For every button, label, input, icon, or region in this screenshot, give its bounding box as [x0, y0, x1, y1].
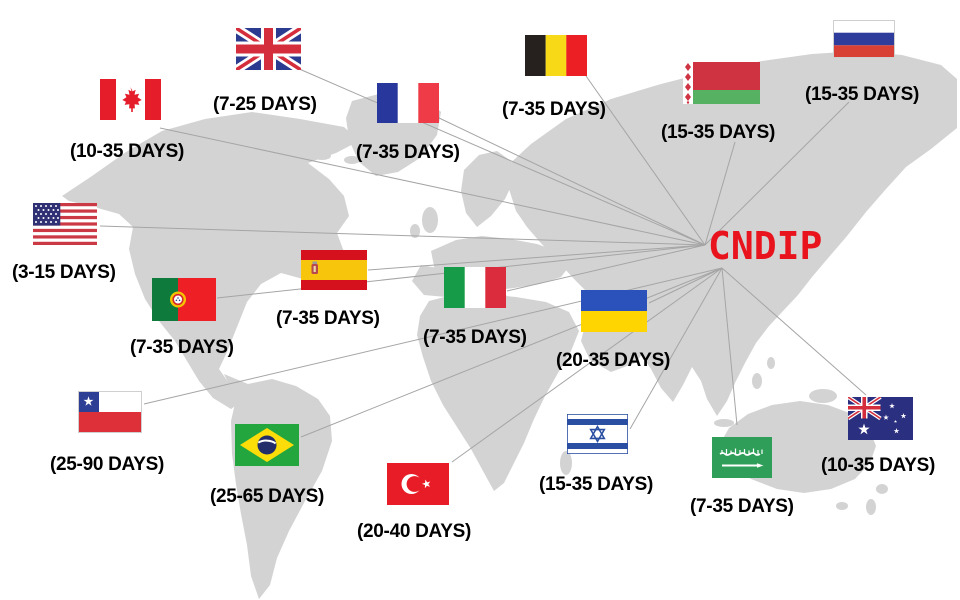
france-flag [377, 83, 439, 123]
turkey-flag [387, 463, 449, 505]
connector-line-usa [99, 225, 706, 246]
portugal-days-label: (7-35 DAYS) [130, 337, 234, 358]
usa-flag [33, 203, 97, 245]
connector-line-ukraine [648, 267, 723, 304]
connector-line-brazil [300, 267, 723, 438]
connector-line-italy [506, 244, 706, 292]
brazil-flag [235, 424, 299, 466]
belarus-flag [683, 62, 760, 104]
chile-days-label: (25-90 DAYS) [50, 454, 164, 475]
continents [62, 51, 957, 599]
belgium-flag [525, 35, 587, 76]
australia-flag [848, 397, 913, 440]
connector-line-australia [721, 267, 867, 396]
saudi-arabia-flag [712, 437, 772, 478]
belgium-days-label: (7-35 DAYS) [502, 99, 606, 120]
connector-line-russia [704, 101, 850, 246]
israel-days-label: (15-35 DAYS) [539, 474, 653, 495]
russia-days-label: (15-35 DAYS) [805, 84, 919, 105]
brazil-days-label: (25-65 DAYS) [210, 486, 324, 507]
israel-flag [567, 414, 628, 454]
ukraine-days-label: (20-35 DAYS) [556, 350, 670, 371]
uk-flag [236, 28, 301, 70]
connector-line-uk [296, 67, 706, 246]
turkey-days-label: (20-40 DAYS) [357, 521, 471, 542]
italy-flag [444, 267, 506, 308]
spain-days-label: (7-35 DAYS) [276, 308, 380, 329]
spain-flag [301, 250, 367, 290]
saudi-arabia-days-label: (7-35 DAYS) [690, 496, 794, 517]
chile-flag [78, 391, 142, 433]
connector-line-france [436, 116, 706, 246]
brand-wordmark: CNDIP [708, 224, 823, 268]
connector-line-spain [367, 244, 706, 271]
connector-line-belarus [704, 141, 736, 246]
france-days-label: (7-35 DAYS) [356, 142, 460, 163]
connector-lines [99, 67, 867, 463]
canada-days-label: (10-35 DAYS) [70, 141, 184, 162]
connector-line-saudi-arabia [721, 267, 738, 426]
connector-line-israel [629, 267, 723, 430]
connector-line-canada [159, 127, 706, 246]
russia-flag [833, 20, 895, 58]
australia-days-label: (10-35 DAYS) [821, 455, 935, 476]
ukraine-flag [581, 290, 647, 332]
uk-days-label: (7-25 DAYS) [213, 94, 317, 115]
connector-line-belgium [585, 75, 706, 246]
connector-line-turkey [451, 267, 723, 463]
italy-days-label: (7-35 DAYS) [423, 327, 527, 348]
usa-days-label: (3-15 DAYS) [12, 262, 116, 283]
canada-flag [100, 79, 161, 120]
portugal-flag [152, 278, 216, 321]
belarus-days-label: (15-35 DAYS) [661, 122, 775, 143]
